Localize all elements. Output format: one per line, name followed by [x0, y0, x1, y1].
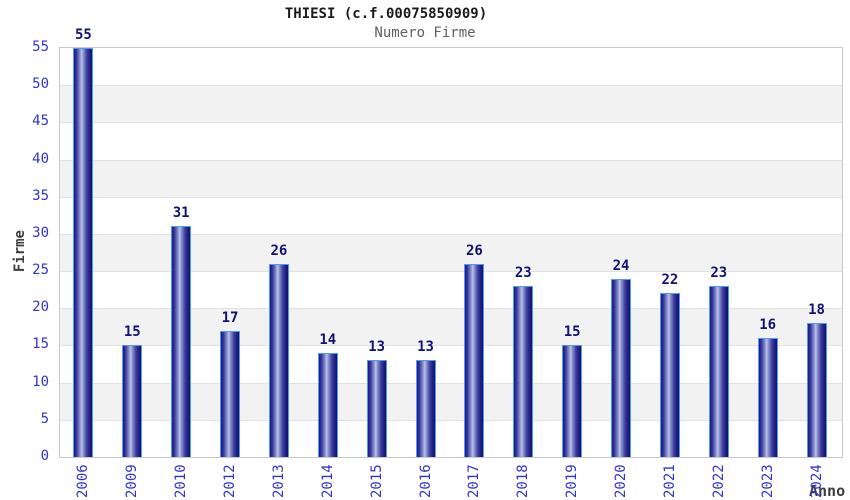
bar-value-label: 23: [514, 264, 532, 281]
x-tick-label-2023: 2023: [759, 464, 776, 498]
y-tick-label: 55: [32, 39, 49, 55]
bar-2014[interactable]: [317, 352, 338, 457]
bar-2021[interactable]: [659, 293, 680, 457]
x-tick-label-2018: 2018: [515, 464, 532, 498]
y-tick-label: 20: [32, 299, 49, 316]
bar-value-label: 13: [417, 339, 434, 356]
bar-value-label: 23: [710, 264, 728, 281]
bar-2020[interactable]: [611, 278, 632, 457]
y-tick-label: 35: [32, 187, 49, 204]
x-tick-label-2020: 2020: [613, 464, 630, 498]
bar-value-label: 26: [466, 242, 483, 259]
y-tick-label: 0: [40, 448, 49, 464]
bar-value-label: 55: [75, 27, 92, 43]
bar-value-label: 17: [221, 309, 239, 326]
bar-2006[interactable]: [73, 48, 94, 457]
y-tick-label: 5: [40, 410, 49, 427]
x-tick-label-2010: 2010: [173, 464, 190, 498]
x-tick-label-2024: 2024: [808, 464, 825, 498]
bar-2017[interactable]: [464, 263, 485, 457]
page-title: THIESI (c.f.00075850909): [284, 6, 488, 22]
bar-2018[interactable]: [513, 285, 534, 457]
y-tick-label: 30: [32, 224, 49, 241]
bar-2013[interactable]: [268, 263, 289, 457]
grid-band: [60, 48, 842, 86]
bar-value-label: 14: [319, 331, 337, 348]
x-tick-label-2015: 2015: [368, 464, 385, 498]
plot-area: [59, 47, 843, 458]
bar-2023[interactable]: [757, 338, 778, 457]
bar-value-label: 22: [661, 272, 679, 289]
bar-value-label: 13: [368, 339, 386, 356]
bar-value-label: 15: [123, 324, 141, 341]
bar-2019[interactable]: [562, 345, 583, 457]
bar-value-label: 15: [563, 324, 581, 341]
x-tick-label-2016: 2016: [417, 464, 434, 498]
x-tick-label-2012: 2012: [222, 464, 239, 498]
grid-band: [60, 85, 842, 123]
bar-value-label: 18: [808, 302, 825, 319]
bar-2009[interactable]: [122, 345, 143, 457]
bar-value-label: 26: [270, 242, 288, 259]
x-tick-label-2013: 2013: [270, 464, 287, 498]
grid-band: [60, 159, 842, 197]
bar-2012[interactable]: [220, 330, 241, 457]
y-tick-label: 15: [32, 336, 49, 353]
bar-value-label: 31: [172, 205, 190, 222]
bar-2024[interactable]: [806, 323, 827, 457]
bar-value-label: 24: [612, 257, 630, 274]
y-axis-label-wrap: Firme: [12, 47, 28, 456]
x-axis-label: Anno: [809, 482, 846, 500]
bar-2022[interactable]: [708, 285, 729, 457]
x-tick-label-2019: 2019: [564, 464, 581, 498]
y-tick-label: 10: [32, 373, 49, 390]
y-tick-label: 45: [32, 113, 49, 130]
bar-value-label: 16: [759, 317, 777, 334]
x-tick-label-2022: 2022: [710, 464, 727, 498]
y-tick-label: 50: [32, 76, 49, 93]
grid-band: [60, 122, 842, 160]
y-tick-label: 40: [32, 150, 49, 167]
x-tick-label-2017: 2017: [466, 464, 483, 498]
x-tick-label-2021: 2021: [661, 464, 678, 498]
x-tick-label-2009: 2009: [124, 464, 141, 498]
x-tick-label-2006: 2006: [75, 464, 92, 498]
bar-2015[interactable]: [366, 360, 387, 457]
x-tick-label-2014: 2014: [319, 464, 336, 498]
y-tick-label: 25: [32, 262, 49, 279]
bar-2010[interactable]: [171, 226, 192, 457]
bar-2016[interactable]: [415, 360, 436, 457]
chart-subtitle: Numero Firme: [374, 25, 476, 41]
